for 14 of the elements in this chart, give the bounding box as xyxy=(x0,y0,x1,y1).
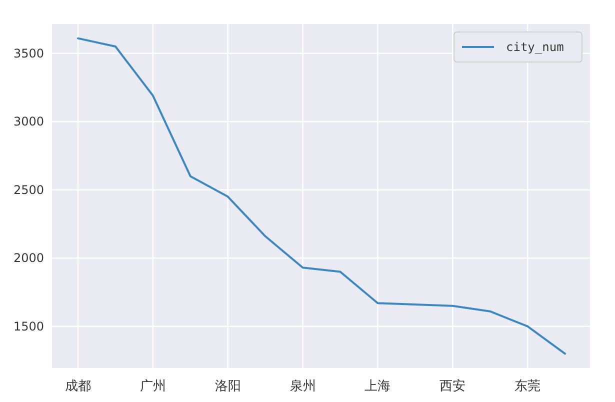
x-tick-label: 洛阳 xyxy=(214,379,241,394)
x-tick-label: 东莞 xyxy=(514,379,541,394)
x-tick-label: 广州 xyxy=(140,379,166,394)
y-tick-label: 3000 xyxy=(13,114,44,129)
y-tick-label: 3500 xyxy=(13,46,44,60)
x-tick-label: 上海 xyxy=(364,379,391,394)
x-tick-label: 西安 xyxy=(440,378,466,394)
y-tick-label: 2500 xyxy=(13,182,44,197)
y-tick-label: 1500 xyxy=(13,319,44,334)
x-tick-label: 泉州 xyxy=(290,379,316,394)
y-tick-label: 2000 xyxy=(13,251,44,266)
x-tick-label: 成都 xyxy=(65,379,91,394)
legend-label: city_num xyxy=(506,40,564,54)
line-series xyxy=(77,37,566,355)
